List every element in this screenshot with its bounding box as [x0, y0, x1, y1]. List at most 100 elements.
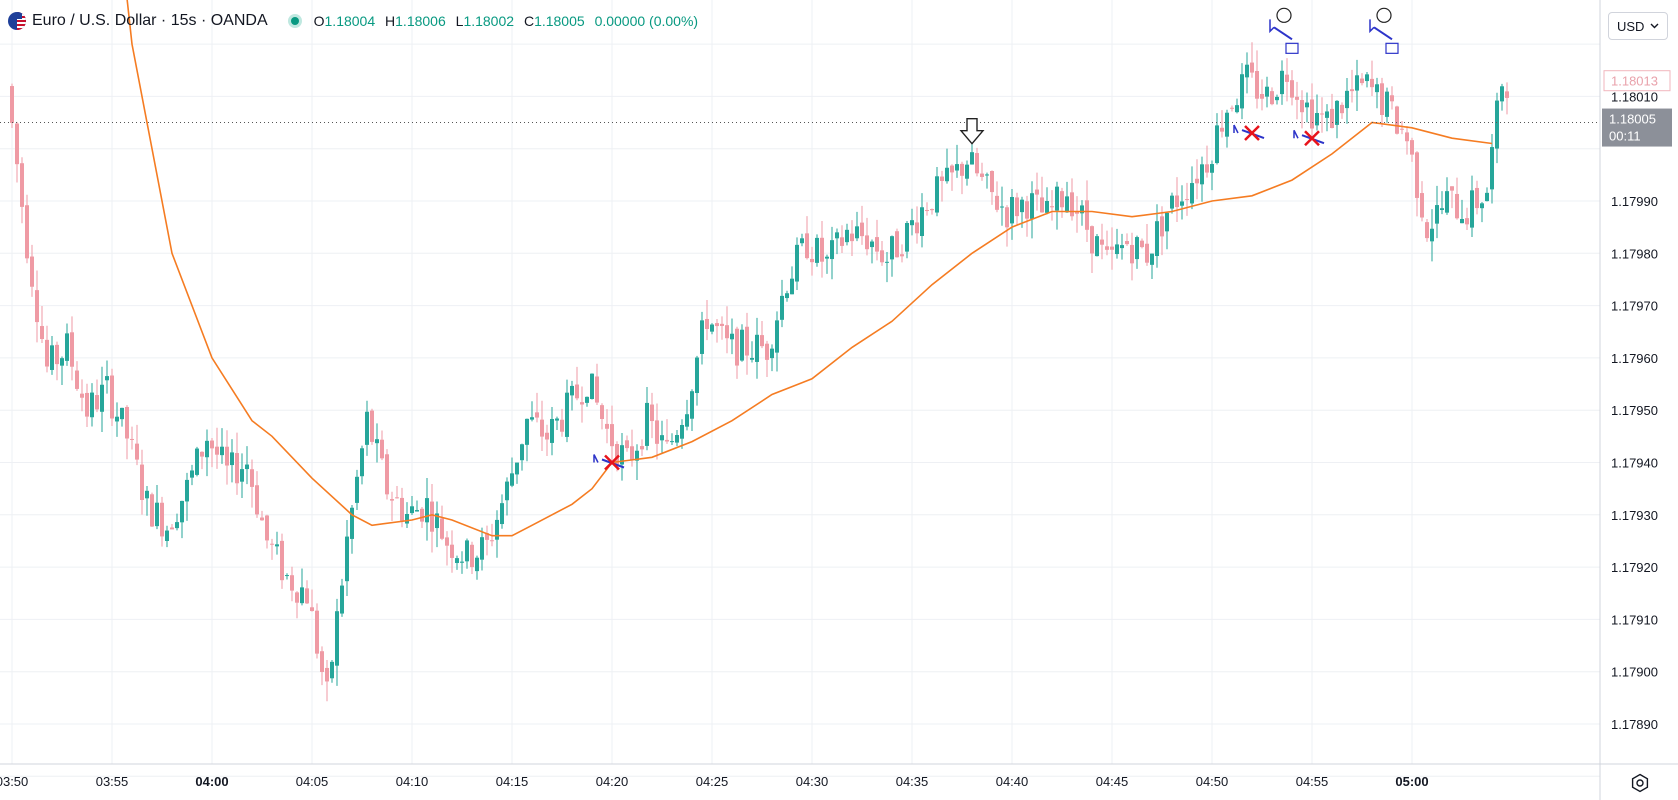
candle-body	[640, 446, 644, 450]
candle-body	[625, 440, 629, 449]
signal-cross	[604, 454, 620, 471]
candle-body	[1315, 113, 1319, 126]
candle-body	[835, 232, 839, 239]
candle-body	[25, 205, 29, 259]
ohlc-values: O1.18004 H1.18006 L1.18002 C1.18005 0.00…	[314, 13, 698, 29]
candle-body	[1215, 125, 1219, 164]
candle-body	[1065, 196, 1069, 213]
candle-body	[1205, 164, 1209, 173]
candle-body	[80, 393, 84, 398]
candle-body	[390, 499, 394, 501]
candle-body	[635, 450, 639, 461]
candle-body	[1200, 164, 1204, 185]
candle-body	[105, 376, 109, 381]
settings-button[interactable]	[1626, 770, 1654, 796]
signal-arrow	[1269, 19, 1275, 34]
candle-body	[985, 174, 989, 176]
candle-body	[1255, 71, 1259, 99]
candle-body	[620, 445, 624, 465]
grid	[0, 0, 1600, 777]
candle-body	[1285, 74, 1289, 82]
candle-body	[705, 318, 709, 330]
candle-body	[320, 651, 324, 672]
candle-body	[70, 332, 74, 367]
candle-body	[50, 345, 54, 370]
candle-body	[1195, 178, 1199, 184]
time-tick-label: 03:55	[96, 774, 129, 789]
candle-body	[1495, 100, 1499, 149]
candle-body	[1265, 86, 1269, 97]
candle-body	[775, 320, 779, 353]
candle-body	[675, 435, 679, 443]
last-price-label: 1.18005	[1609, 112, 1656, 127]
candle-body	[210, 440, 214, 449]
candle-body	[1140, 240, 1144, 248]
candle-body	[855, 226, 859, 239]
candle-body	[440, 518, 444, 539]
candle-body	[365, 411, 369, 445]
candle-body	[415, 510, 419, 512]
candle-body	[700, 320, 704, 354]
candle-body	[65, 333, 69, 361]
candle-body	[1500, 86, 1504, 102]
candle-body	[30, 256, 34, 287]
candle-body	[690, 391, 694, 419]
candle-body	[560, 419, 564, 432]
symbol-header: Euro / U.S. Dollar · 15s · OANDA O1.1800…	[8, 8, 698, 34]
candle-body	[1070, 192, 1074, 217]
candle-body	[150, 494, 154, 527]
candle-body	[1100, 239, 1104, 245]
candle-body	[1230, 107, 1234, 109]
candle-body	[1295, 96, 1299, 100]
candle-body	[1130, 244, 1134, 264]
candle-body	[460, 561, 464, 563]
candle-body	[535, 412, 539, 418]
signal-arrow	[1369, 19, 1375, 34]
candle-body	[990, 171, 994, 193]
candle-body	[1340, 104, 1344, 114]
candle-body	[570, 385, 574, 396]
price-tick-label: 1.17960	[1611, 351, 1658, 366]
candle-body	[1075, 211, 1079, 214]
price-tick-label: 1.17920	[1611, 560, 1658, 575]
candle-body	[355, 476, 359, 503]
candle-body	[15, 123, 19, 165]
candle-body	[410, 506, 414, 514]
candle-body	[1465, 218, 1469, 225]
candle-body	[345, 536, 349, 582]
price-tick-label: 1.17900	[1611, 665, 1658, 680]
symbol-title[interactable]: Euro / U.S. Dollar · 15s · OANDA	[32, 12, 268, 29]
candle-body	[765, 343, 769, 360]
candle-body	[280, 540, 284, 581]
candle-body	[190, 470, 194, 478]
candle-body	[1080, 205, 1084, 214]
candle-body	[40, 326, 44, 340]
candle-body	[1020, 199, 1024, 213]
candle-body	[20, 163, 24, 207]
close-value: 1.18005	[534, 13, 585, 29]
candle-body	[1410, 140, 1414, 155]
time-tick-label: 05:00	[1395, 774, 1428, 789]
currency-button[interactable]: USD	[1608, 12, 1668, 40]
candle-body	[1275, 96, 1279, 101]
candle-body	[1490, 147, 1494, 190]
candle-body	[995, 195, 999, 210]
time-tick-label: 04:00	[195, 774, 228, 789]
candle-body	[860, 222, 864, 237]
candle-body	[1440, 208, 1444, 211]
close-label: C	[523, 13, 535, 29]
candle-body	[1330, 108, 1334, 128]
candle-body	[680, 424, 684, 439]
candle-body	[285, 575, 289, 577]
candle-body	[805, 233, 809, 259]
price-tick-label: 1.18010	[1611, 89, 1658, 104]
candle-body	[1355, 75, 1359, 91]
candle-body	[270, 543, 274, 545]
candle-body	[1370, 78, 1374, 88]
signal-arrow	[1233, 124, 1239, 134]
candle-body	[95, 395, 99, 410]
time-tick-label: 04:25	[696, 774, 729, 789]
candle-body	[900, 254, 904, 257]
candle-body	[470, 544, 474, 568]
